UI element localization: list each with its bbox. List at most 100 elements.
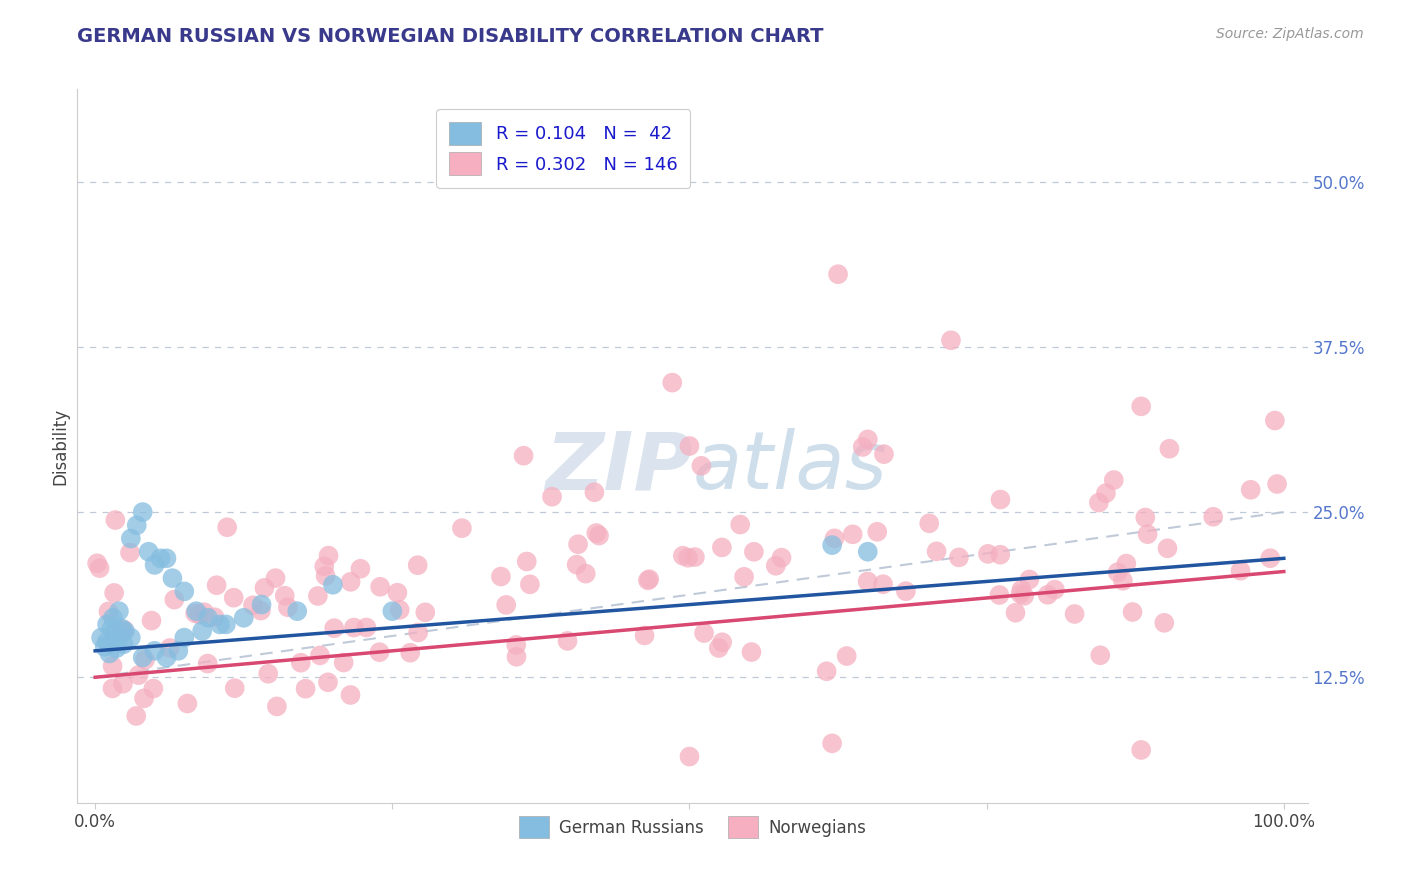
Point	[765, 558, 787, 573]
Point	[693, 626, 716, 640]
Point	[728, 517, 751, 532]
Point	[707, 640, 730, 655]
Point	[1121, 605, 1143, 619]
Point	[290, 656, 312, 670]
Point	[339, 688, 361, 702]
Point	[257, 666, 280, 681]
Point	[176, 697, 198, 711]
Point	[108, 604, 131, 618]
Point	[93, 640, 115, 654]
Point	[322, 578, 344, 592]
Point	[224, 681, 246, 695]
Point	[120, 532, 142, 546]
Point	[96, 617, 118, 632]
Point	[1130, 400, 1153, 414]
Point	[638, 572, 661, 586]
Point	[451, 521, 474, 535]
Point	[824, 532, 846, 546]
Point	[835, 648, 858, 663]
Point	[96, 634, 118, 648]
Point	[489, 569, 512, 583]
Point	[1264, 413, 1286, 427]
Point	[274, 589, 297, 603]
Point	[1265, 477, 1288, 491]
Point	[505, 638, 527, 652]
Point	[512, 449, 534, 463]
Point	[1130, 743, 1153, 757]
Point	[97, 604, 120, 618]
Point	[103, 586, 125, 600]
Point	[505, 649, 527, 664]
Point	[339, 574, 361, 589]
Text: Source: ZipAtlas.com: Source: ZipAtlas.com	[1216, 27, 1364, 41]
Point	[821, 538, 844, 552]
Point	[222, 591, 245, 605]
Point	[406, 558, 429, 573]
Point	[285, 604, 308, 618]
Text: GERMAN RUSSIAN VS NORWEGIAN DISABILITY CORRELATION CHART: GERMAN RUSSIAN VS NORWEGIAN DISABILITY C…	[77, 27, 824, 45]
Point	[988, 548, 1011, 562]
Point	[149, 551, 172, 566]
Point	[104, 513, 127, 527]
Point	[191, 624, 214, 638]
Point	[1012, 589, 1035, 603]
Point	[815, 665, 838, 679]
Point	[1202, 509, 1225, 524]
Point	[253, 581, 276, 595]
Point	[633, 628, 655, 642]
Point	[101, 659, 124, 673]
Point	[110, 621, 132, 635]
Point	[307, 589, 329, 603]
Point	[1018, 573, 1040, 587]
Point	[413, 605, 436, 619]
Point	[1036, 588, 1059, 602]
Point	[1095, 486, 1118, 500]
Point	[495, 598, 517, 612]
Point	[1153, 615, 1175, 630]
Point	[742, 545, 765, 559]
Point	[197, 611, 219, 625]
Point	[131, 650, 153, 665]
Point	[740, 645, 762, 659]
Point	[873, 447, 896, 461]
Point	[1136, 527, 1159, 541]
Point	[162, 571, 184, 585]
Point	[159, 640, 181, 655]
Point	[111, 677, 134, 691]
Point	[114, 624, 136, 638]
Point	[294, 681, 316, 696]
Point	[250, 598, 273, 612]
Point	[1004, 606, 1026, 620]
Point	[1240, 483, 1263, 497]
Point	[108, 631, 131, 645]
Point	[585, 526, 607, 541]
Point	[678, 439, 700, 453]
Point	[314, 559, 336, 574]
Point	[315, 569, 337, 583]
Point	[1043, 582, 1066, 597]
Point	[316, 675, 339, 690]
Point	[1229, 564, 1251, 578]
Point	[132, 691, 155, 706]
Point	[197, 657, 219, 671]
Point	[541, 490, 564, 504]
Point	[125, 709, 148, 723]
Point	[142, 681, 165, 696]
Point	[343, 621, 366, 635]
Point	[1135, 510, 1157, 524]
Point	[323, 621, 346, 635]
Point	[637, 574, 659, 588]
Point	[138, 545, 160, 559]
Point	[387, 585, 409, 599]
Point	[1159, 442, 1181, 456]
Point	[821, 736, 844, 750]
Point	[977, 547, 1000, 561]
Point	[266, 699, 288, 714]
Point	[112, 623, 135, 637]
Point	[155, 551, 177, 566]
Point	[988, 588, 1011, 602]
Point	[134, 653, 156, 667]
Point	[105, 641, 128, 656]
Point	[841, 527, 863, 541]
Point	[232, 611, 254, 625]
